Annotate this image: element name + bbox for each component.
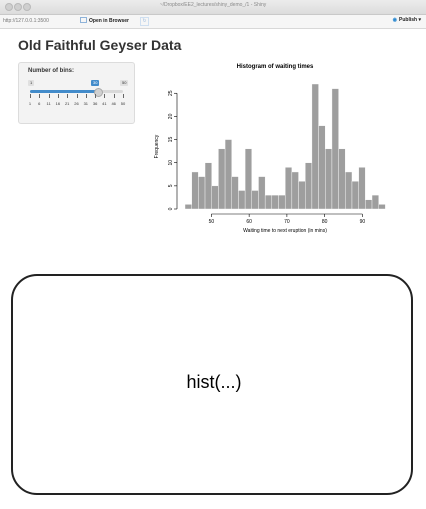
- slider-tick-label: 21: [64, 101, 70, 106]
- slider-max-chip: 50: [120, 80, 129, 86]
- slider-tick-label: 31: [83, 101, 89, 106]
- window-titlebar: ~/Dropbox/EE2_lectures/shiny_demo_/1 - S…: [0, 0, 426, 15]
- page-title: Old Faithful Geyser Data: [18, 37, 182, 53]
- sidebar-panel: Number of bins: 1 30 50 1 6 11 16 21 26 31 36 41…: [18, 62, 135, 124]
- open-in-browser-button[interactable]: Open in Browser: [80, 17, 129, 24]
- slider-tick: [30, 94, 31, 98]
- histogram-bar: [218, 148, 226, 210]
- histogram-bar: [358, 167, 366, 210]
- publish-label: Publish: [399, 17, 418, 23]
- slider-tick: [104, 94, 106, 98]
- histogram-bar: [338, 148, 346, 210]
- slider-tick-label: 41: [102, 101, 107, 106]
- url-label[interactable]: http://127.0.0.1:3500: [3, 18, 49, 24]
- histogram-bar: [191, 171, 199, 210]
- histogram-bar: [325, 148, 333, 210]
- histogram-bar: [258, 176, 266, 210]
- code-card: hist(...): [11, 274, 413, 495]
- histogram-bar: [345, 171, 353, 210]
- histogram-bar: [238, 190, 246, 210]
- y-tick-label: 25: [168, 90, 174, 96]
- slider-tick: [95, 94, 97, 98]
- slider-tick: [76, 94, 78, 98]
- slider-value-chip: 30: [91, 80, 100, 86]
- histogram-bar: [204, 162, 212, 210]
- slider-tick-label: 16: [55, 101, 61, 106]
- histogram-bar: [278, 194, 286, 210]
- histogram-bar: [305, 162, 313, 210]
- open-in-browser-label: Open in Browser: [89, 18, 130, 24]
- x-tick-label: 90: [360, 219, 366, 225]
- refresh-icon[interactable]: ↻: [140, 17, 149, 26]
- histogram-bar: [251, 190, 259, 210]
- slider-tick: [67, 94, 69, 98]
- y-tick-label: 10: [168, 160, 174, 166]
- x-tick-label: 50: [209, 219, 215, 225]
- minimize-window-button[interactable]: [14, 3, 22, 11]
- slider-tick-label: 1: [28, 101, 32, 106]
- slider-tick: [39, 94, 41, 98]
- histogram-bar: [284, 167, 293, 210]
- histogram-bar: [184, 204, 192, 210]
- slider-tick: [48, 94, 50, 98]
- histogram-bar: [365, 199, 373, 210]
- histogram-bar: [318, 125, 326, 210]
- x-axis-label: Waiting time to next eruption (in mins): [243, 228, 327, 234]
- publish-button[interactable]: ◉ Publish ▾: [392, 17, 421, 23]
- slider-tick: [57, 94, 59, 98]
- x-tick-label: 80: [322, 219, 328, 225]
- slider-tick-label: 26: [74, 101, 79, 106]
- slider-tick: [113, 94, 115, 98]
- viewer-toolbar: http://127.0.0.1:3500 Open in Browser ↻ …: [0, 15, 426, 29]
- publish-icon: ◉: [392, 17, 398, 23]
- histogram-bar: [298, 181, 306, 210]
- slider-handle[interactable]: [94, 88, 103, 97]
- zoom-window-button[interactable]: [23, 3, 31, 11]
- histogram-bar: [371, 194, 379, 210]
- bins-label: Number of bins:: [28, 68, 74, 74]
- code-text: hist(...): [186, 372, 242, 392]
- y-tick-label: 15: [168, 137, 174, 143]
- x-tick-label: 70: [284, 219, 290, 225]
- slider-fill: [30, 90, 96, 93]
- histogram-bar: [211, 185, 219, 210]
- slider-tick-label: 46: [111, 101, 116, 106]
- histogram-bar: [231, 176, 239, 210]
- histogram-bar: [378, 204, 386, 210]
- slider-tick-label: 6: [38, 101, 41, 106]
- histogram-bar: [331, 88, 339, 210]
- close-window-button[interactable]: [5, 3, 13, 11]
- slider-ticks: [30, 94, 124, 100]
- histogram-bar: [244, 148, 252, 210]
- slider-tick: [123, 94, 124, 98]
- histogram-bar: [311, 83, 319, 210]
- histogram-bar: [351, 181, 359, 210]
- slider-tick: [85, 94, 87, 98]
- histogram-bar: [271, 194, 279, 210]
- slider-tick-label: 50: [120, 101, 126, 106]
- slider-tick-label: 36: [92, 101, 98, 106]
- y-axis-label: Frequency: [154, 134, 160, 158]
- window-title: ~/Dropbox/EE2_lectures/shiny_demo_/1 - S…: [159, 2, 267, 8]
- histogram-plot: 50 60 70 80 90 0 5 10 15 20 25 Waiting time to next…: [154, 83, 386, 234]
- slider-min-chip: 1: [28, 80, 35, 86]
- histogram-bar: [291, 171, 299, 210]
- y-tick-label: 5: [168, 184, 174, 187]
- slider-tick-label: 11: [46, 101, 51, 106]
- histogram-bar: [198, 176, 206, 210]
- histogram-bar: [224, 139, 232, 210]
- y-tick-label: 0: [168, 207, 174, 210]
- histogram-bar: [264, 194, 273, 210]
- slider-tick-labels: 1 6 11 16 21 26 31 36 41 46 50: [28, 101, 126, 107]
- browser-icon: [80, 17, 87, 23]
- x-tick-label: 60: [246, 219, 252, 225]
- shiny-app: Old Faithful Geyser Data Number of bins:…: [0, 29, 426, 250]
- histogram-chart: Histogram of waiting times 50 60 70 80 90 0 5 1…: [150, 64, 400, 254]
- chart-title: Histogram of waiting times: [236, 64, 314, 70]
- y-tick-label: 20: [168, 113, 174, 119]
